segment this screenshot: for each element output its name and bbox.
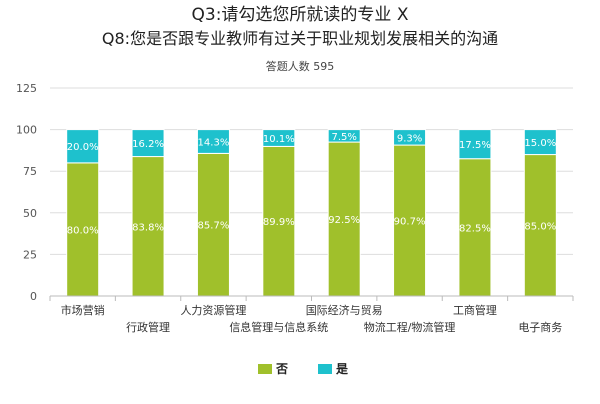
data-label: 89.9% — [263, 217, 295, 228]
data-label: 16.2% — [132, 139, 164, 150]
data-label: 90.7% — [394, 217, 426, 228]
y-tick-label: 0 — [30, 290, 37, 303]
y-axis: 0 25 50 75 100 125 — [16, 82, 37, 303]
legend-swatch — [258, 364, 272, 374]
x-tick-label: 电子商务 — [518, 320, 562, 334]
data-label: 14.3% — [198, 137, 230, 148]
x-tick-label: 市场营销 — [61, 303, 105, 317]
data-label: 17.5% — [459, 140, 491, 151]
data-label: 85.7% — [198, 221, 230, 232]
data-label: 82.5% — [459, 223, 491, 234]
chart-title-line-2: Q8:您是否跟专业教师有过关于职业规划发展相关的沟通 — [102, 29, 498, 48]
y-tick-label: 100 — [16, 124, 37, 137]
y-tick-label: 25 — [23, 248, 37, 261]
bar-segment — [393, 144, 427, 297]
x-tick-label: 人力资源管理 — [180, 303, 246, 317]
data-label: 15.0% — [524, 138, 556, 149]
x-tick-label: 工商管理 — [453, 303, 497, 317]
y-tick-label: 125 — [16, 82, 37, 95]
data-label: 92.5% — [328, 215, 360, 226]
bar-segment — [458, 158, 492, 297]
bar-segment — [458, 129, 492, 160]
x-tick-label: 信息管理与信息系统 — [229, 320, 328, 334]
bar-segment — [196, 129, 230, 154]
data-label: 9.3% — [397, 133, 422, 144]
y-tick-label: 50 — [23, 207, 37, 220]
bar-segment — [262, 129, 296, 147]
data-label: 83.8% — [132, 222, 164, 233]
bar-segment — [393, 129, 427, 146]
legend: 否是 — [258, 362, 349, 376]
chart-title-line-1: Q3:请勾选您所就读的专业 X — [192, 5, 409, 25]
chart-subtitle: 答题人数 595 — [266, 59, 335, 73]
data-label: 10.1% — [263, 134, 295, 145]
bar-segment — [523, 129, 557, 156]
legend-label: 是 — [335, 362, 349, 376]
bar-segment — [66, 129, 100, 164]
legend-swatch — [318, 364, 332, 374]
x-tick-label: 国际经济与贸易 — [306, 303, 383, 317]
bar-segment — [327, 129, 361, 143]
y-tick-label: 75 — [23, 165, 37, 178]
grid-lines — [50, 87, 573, 297]
data-label: 85.0% — [524, 221, 556, 232]
x-tick-label: 行政管理 — [126, 320, 170, 334]
bars: 80.0% 20.0% 83.8% 16.2% 85.7% 14.3% 89.9% 10.1%… — [66, 129, 557, 297]
data-label: 20.0% — [67, 142, 99, 153]
x-tick-label: 物流工程/物流管理 — [364, 320, 456, 334]
data-label: 7.5% — [331, 132, 356, 143]
bar-segment — [131, 156, 165, 297]
bar-segment — [131, 129, 165, 158]
data-label: 80.0% — [67, 225, 99, 236]
legend-label: 否 — [275, 362, 288, 376]
